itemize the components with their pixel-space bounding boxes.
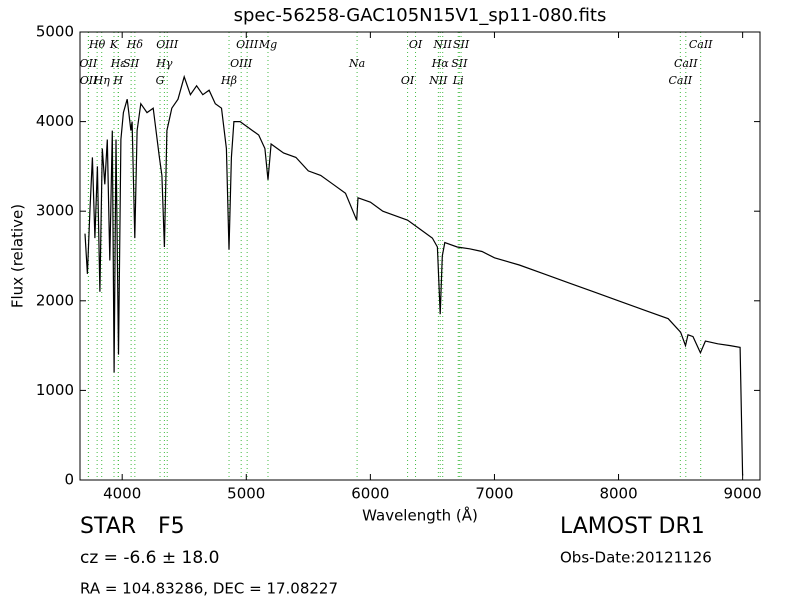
x-axis-label: Wavelength (Å) <box>362 506 478 525</box>
spectral-line-label: SII <box>123 57 140 70</box>
y-tick-label: 3000 <box>36 202 74 220</box>
x-tick-label: 4000 <box>103 485 141 503</box>
spectral-line-label: Hη <box>93 74 111 87</box>
y-axis-label: Flux (relative) <box>9 204 27 308</box>
object-class: STAR <box>80 514 136 539</box>
object-subclass: F5 <box>158 514 185 539</box>
x-tick-label: 6000 <box>351 485 389 503</box>
spectral-line-label: H <box>112 74 123 87</box>
survey: LAMOST DR1 <box>560 514 705 539</box>
y-tick-label: 0 <box>64 471 74 489</box>
spectral-line-label: CaII <box>668 74 692 87</box>
y-tick-label: 4000 <box>36 112 74 130</box>
spectral-line-label: Hγ <box>155 57 173 70</box>
coordinates: RA = 104.83286, DEC = 17.08227 <box>80 580 338 598</box>
spectral-line-label: SII <box>451 57 468 70</box>
spectral-line-label: Hα <box>431 57 450 70</box>
spectral-line-label: NII <box>433 38 453 51</box>
spectral-line-label: OII <box>79 57 97 70</box>
spectral-line-label: K <box>109 38 119 51</box>
spectral-line-label: OIII <box>230 57 253 70</box>
spectral-line-label: OIII <box>236 38 259 51</box>
spectral-line-label: OI <box>409 38 423 51</box>
spectral-line-label: Mg <box>258 38 277 51</box>
spectral-line-label: Hθ <box>88 38 106 51</box>
spectral-line-label: Hβ <box>220 74 237 87</box>
spectral-line-label: G <box>156 74 165 87</box>
y-tick-label: 1000 <box>36 381 74 399</box>
spectral-line-label: Hδ <box>126 38 144 51</box>
y-tick-label: 5000 <box>36 23 74 41</box>
spectral-line-label: CaII <box>674 57 698 70</box>
spectral-line-label: Hε <box>110 57 127 70</box>
spectral-line-label: OI <box>401 74 415 87</box>
x-tick-label: 5000 <box>227 485 265 503</box>
x-tick-label: 9000 <box>724 485 762 503</box>
spectral-line-label: NII <box>428 74 448 87</box>
redshift: cz = -6.6 ± 18.0 <box>80 548 219 568</box>
chart-title: spec-56258-GAC105N15V1_sp11-080.fits <box>234 5 607 26</box>
x-tick-label: 8000 <box>599 485 637 503</box>
spectrum-line <box>84 74 744 476</box>
spectral-line-label: OIII <box>156 38 179 51</box>
spectral-line-label: Li <box>452 74 464 87</box>
spectral-line-label: Na <box>348 57 365 70</box>
spectral-line-label: OII <box>80 74 98 87</box>
plot-frame <box>79 31 761 481</box>
obs-date: Obs-Date:20121126 <box>560 549 712 567</box>
y-tick-label: 2000 <box>36 291 74 309</box>
spectral-line-label: SII <box>453 38 470 51</box>
x-tick-label: 7000 <box>475 485 513 503</box>
spectral-line-label: CaII <box>689 38 713 51</box>
